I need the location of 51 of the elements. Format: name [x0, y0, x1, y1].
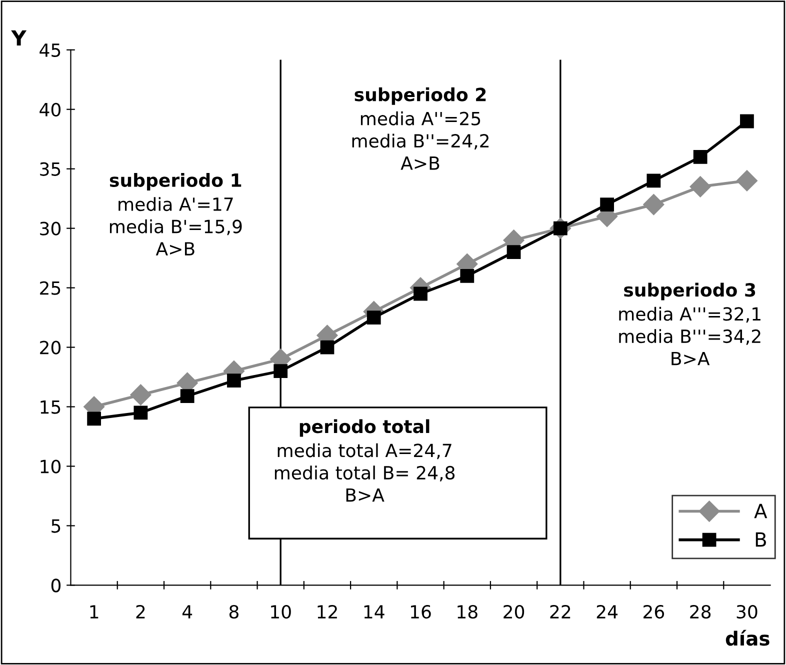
point: [320, 340, 334, 354]
x-tick-label: 22: [550, 604, 570, 618]
x-tick-label: 24: [596, 604, 618, 618]
point: [643, 194, 664, 216]
point: [693, 150, 708, 164]
x-tick-label: 8: [229, 604, 238, 619]
y-tick-label: 25: [40, 281, 60, 295]
y-tick-label: 5: [52, 519, 60, 533]
annotation: subperiodo 3 media A'''=32,1 media B'''=34,2 B>A: [619, 282, 760, 366]
point: [736, 170, 758, 192]
y-tick-label: 45: [40, 44, 60, 57]
point: [506, 245, 521, 260]
point: [414, 286, 428, 301]
x-tick-label: 28: [690, 604, 711, 619]
x-tick-label: 4: [182, 605, 192, 618]
x-tick-label: 14: [364, 605, 384, 618]
x-tick-label: 20: [504, 604, 524, 619]
x-tick-label: 26: [644, 604, 664, 619]
point: [134, 406, 148, 420]
annotation: subperiodo 1 media A'=17 media B'=15,9 A>B: [110, 173, 242, 256]
x-tick-label: 18: [458, 604, 478, 619]
x-tick-label: 10: [271, 604, 291, 619]
y-tick-label: 15: [40, 400, 60, 414]
point: [227, 374, 241, 388]
x-tick-label: 2: [136, 604, 145, 618]
point: [130, 384, 152, 406]
point: [460, 268, 474, 283]
y-tick-label: 10: [40, 460, 61, 474]
x-axis-title: días: [726, 630, 770, 646]
y-tick-label: 0: [51, 578, 61, 592]
annotation: periodo total media total A=24,7 media total B= 24,8 B>A: [274, 419, 455, 502]
y-tick-label: 30: [40, 222, 61, 236]
point: [690, 176, 711, 198]
point: [740, 114, 754, 128]
x-tick-label: 30: [736, 604, 758, 619]
x-tick-label: 1: [90, 605, 98, 618]
annotation: subperiodo 2 media A''=25 media B''=24,2 A>B: [352, 87, 489, 170]
legend-label: A: [754, 504, 768, 518]
x-tick-label: 12: [318, 604, 337, 618]
point: [274, 364, 288, 378]
point: [366, 310, 381, 324]
y-tick-label: 40: [40, 102, 61, 116]
point: [87, 412, 102, 426]
y-tick-label: 35: [40, 162, 60, 176]
y-tick-label: 20: [40, 340, 61, 354]
point: [600, 198, 614, 212]
legend-label: B: [756, 532, 766, 547]
x-tick-label: 16: [411, 604, 431, 619]
point: [646, 174, 661, 188]
point: [180, 389, 194, 403]
y-axis-title: Y: [11, 30, 27, 46]
